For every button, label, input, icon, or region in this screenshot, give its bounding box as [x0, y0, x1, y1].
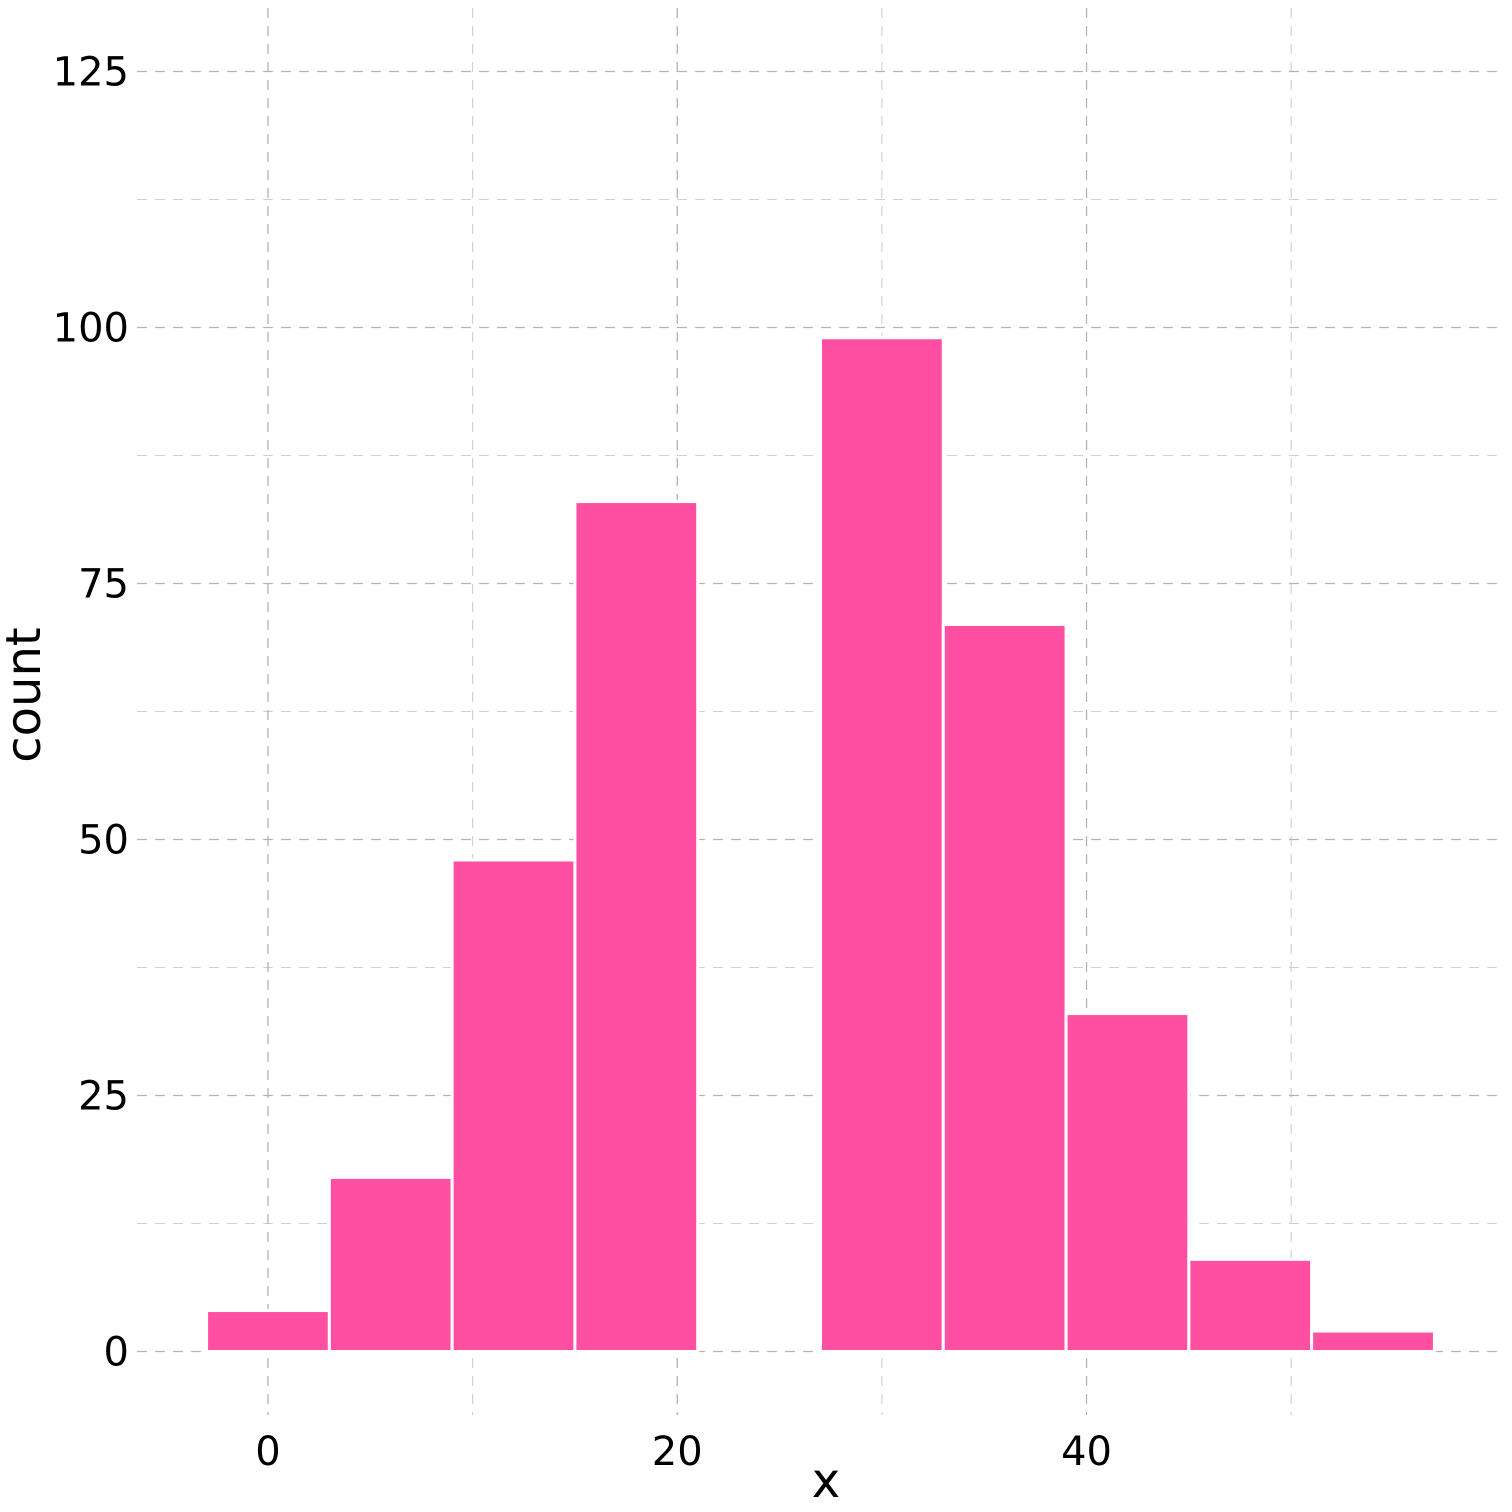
x-tick-label: 40 — [1061, 1429, 1112, 1475]
tick-labels: 0 25 50 75 100 125 0 20 40 — [53, 49, 1112, 1475]
x-tick-label: 20 — [652, 1429, 703, 1475]
y-axis-title: count — [0, 627, 52, 762]
histogram-bar — [941, 622, 1068, 1354]
histogram-bar — [1187, 1257, 1314, 1354]
histogram-bar — [205, 1309, 331, 1354]
bars — [205, 336, 1436, 1354]
y-tick-label: 50 — [78, 818, 129, 864]
histogram-bar — [819, 336, 945, 1354]
y-tick-label: 25 — [78, 1074, 129, 1120]
y-tick-label: 100 — [53, 305, 129, 351]
histogram-bar — [1064, 1012, 1191, 1354]
histogram-bar — [327, 1175, 454, 1354]
histogram-bar — [450, 858, 577, 1354]
y-tick-label: 75 — [78, 561, 129, 607]
x-tick-label: 0 — [255, 1429, 280, 1475]
y-tick-label: 125 — [53, 49, 129, 95]
x-axis-title: x — [812, 1453, 840, 1509]
histogram-bar — [1310, 1329, 1436, 1354]
y-tick-label: 0 — [104, 1330, 129, 1376]
histogram-bar — [573, 500, 700, 1354]
